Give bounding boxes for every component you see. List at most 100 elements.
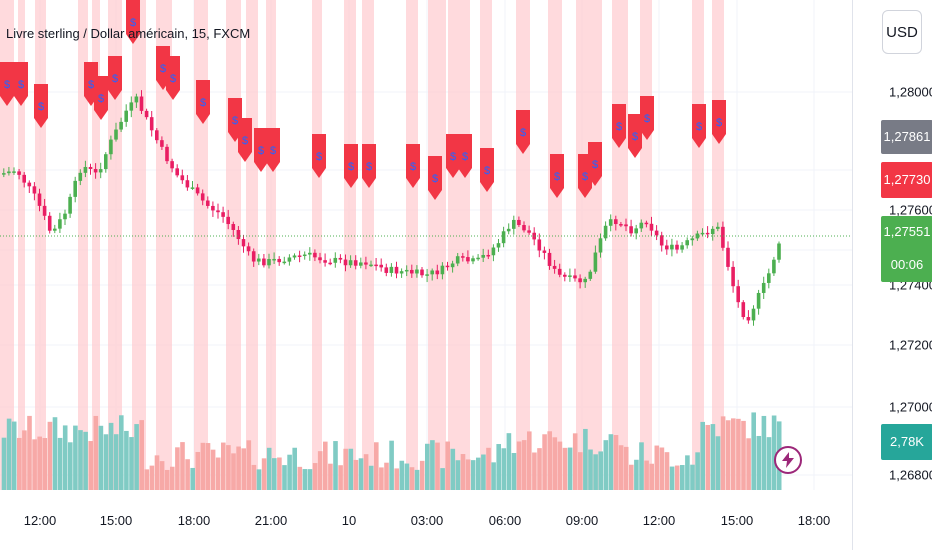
dollar-marker-label: $ (38, 101, 44, 113)
candle-body (206, 200, 210, 206)
candle-body (639, 222, 644, 229)
volume-bar (414, 469, 420, 490)
candle-body (175, 168, 179, 176)
dollar-marker-label: $ (450, 151, 456, 163)
candle-body (756, 292, 761, 309)
volume-bar (634, 459, 639, 490)
volume-bar (170, 466, 175, 490)
volume-bar (736, 418, 741, 490)
volume-bar (113, 434, 119, 490)
volume-bar (328, 463, 333, 490)
volume-bar (103, 434, 109, 490)
candle-body (680, 245, 684, 250)
dollar-marker-label: $ (88, 79, 94, 91)
volume-bar (1, 437, 7, 490)
candle-body (302, 254, 307, 257)
volume-bar (261, 458, 267, 490)
symbol-title[interactable]: Livre sterling / Dollar américain, 15, F… (6, 26, 251, 41)
candle-body (741, 302, 746, 318)
candle-body (761, 282, 766, 293)
price-tick: 1,27000 (889, 399, 932, 415)
candle-body (104, 154, 108, 170)
price-tag-high: 1,27861 (881, 120, 932, 154)
candle-body (649, 223, 654, 231)
volume-bar (700, 421, 705, 490)
highlight-band (226, 0, 241, 490)
volume-bar (221, 442, 226, 490)
volume-bar (226, 445, 231, 490)
dollar-marker-label: $ (432, 173, 438, 185)
candle-body (455, 256, 460, 264)
candle-body (751, 308, 756, 321)
volume-bar (52, 417, 58, 490)
candle-body (685, 240, 689, 246)
currency-button[interactable]: USD (882, 10, 922, 54)
candle-body (746, 317, 751, 321)
volume-bar (664, 452, 670, 490)
dollar-marker (428, 156, 442, 200)
volume-bar (527, 431, 532, 490)
candle-body (53, 228, 57, 231)
volume-bar (440, 468, 445, 490)
price-tag-prev: 1,27730 (881, 162, 932, 198)
volume-bar (338, 465, 343, 490)
volume-bar (435, 442, 440, 490)
candle-body (578, 278, 582, 283)
candle-body (450, 263, 455, 268)
dollar-marker (692, 104, 706, 148)
volume-bar (613, 435, 619, 490)
dollar-marker-label: $ (170, 73, 176, 85)
candle-body (598, 238, 603, 253)
volume-bar (720, 416, 726, 490)
candle-body (78, 172, 83, 181)
highlight-band (428, 0, 446, 490)
volume-bar (42, 438, 48, 490)
candle-body (47, 215, 52, 231)
candle-body (359, 262, 363, 266)
price-axis[interactable]: 1,28000 1,27600 1,27400 1,27200 1,27000 … (852, 0, 932, 550)
candle-body (603, 225, 608, 239)
volume-bar (425, 443, 430, 490)
volume-bar (470, 460, 476, 490)
dollar-marker-label: $ (130, 17, 136, 29)
volume-bar (73, 425, 78, 490)
price-plot[interactable]: $ $ $ $ $ $ $ $ $ $ $ $ $ $ $ $ $ $ $ $ $ $ $ $ $ $ $ $ $ $ $ (0, 0, 852, 505)
volume-bar (588, 449, 593, 490)
time-tick: 03:00 (410, 513, 444, 528)
candle-body (731, 266, 735, 287)
candle-body (420, 269, 424, 276)
volume-bar (124, 430, 129, 490)
dollar-marker (516, 110, 530, 154)
candle-body (149, 117, 154, 131)
candle-body (83, 166, 88, 173)
volume-bar (185, 459, 190, 490)
volume-bar (623, 446, 629, 490)
highlight-band (692, 0, 704, 490)
dollar-marker-label: $ (696, 121, 702, 133)
volume-bar (537, 448, 542, 490)
dollar-marker-label: $ (160, 63, 166, 75)
dollar-marker (14, 62, 28, 106)
candle-body (440, 265, 445, 275)
volume-bar (11, 421, 17, 490)
dollar-marker-label: $ (632, 131, 638, 143)
candle-body (522, 225, 526, 231)
dollar-marker (266, 128, 280, 172)
highlight-band (246, 0, 258, 490)
volume-bar (287, 454, 292, 490)
candle-body (200, 193, 205, 201)
candle-body (670, 244, 674, 250)
candle-body (399, 271, 404, 274)
candle-body (501, 231, 506, 244)
dollar-marker (238, 118, 252, 162)
candle-body (170, 161, 174, 169)
price-tick: 1,27600 (889, 202, 932, 218)
volume-bar (241, 448, 246, 490)
candle-body (736, 286, 740, 303)
price-tag-last: 1,27551 (881, 216, 932, 248)
volume-bar (659, 447, 665, 490)
candle-body (394, 266, 399, 274)
candle-body (517, 219, 521, 226)
lightning-icon[interactable] (774, 446, 802, 474)
